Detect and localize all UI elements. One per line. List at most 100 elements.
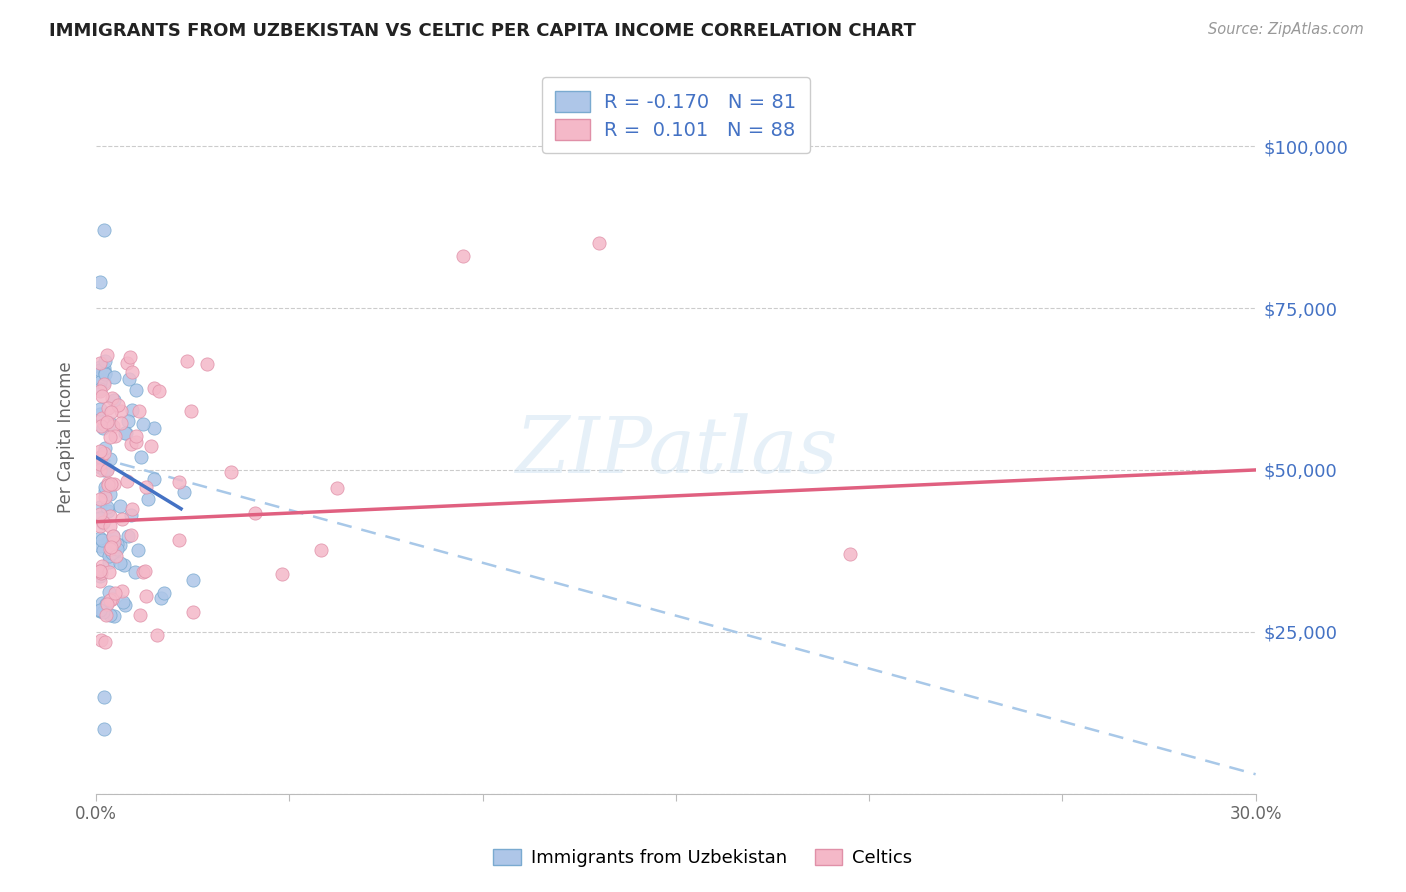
Point — [105, 549, 128, 564]
Point — [89, 605, 111, 619]
Point — [93, 690, 115, 704]
Y-axis label: Per Capita Income: Per Capita Income — [58, 362, 75, 514]
Text: Source: ZipAtlas.com: Source: ZipAtlas.com — [1208, 22, 1364, 37]
Point — [173, 485, 195, 500]
Point — [103, 608, 125, 623]
Point — [93, 417, 115, 431]
Point — [97, 585, 120, 599]
Point — [98, 430, 121, 444]
Point — [117, 529, 139, 543]
Text: IMMIGRANTS FROM UZBEKISTAN VS CELTIC PER CAPITA INCOME CORRELATION CHART: IMMIGRANTS FROM UZBEKISTAN VS CELTIC PER… — [49, 22, 917, 40]
Point — [93, 376, 115, 391]
Point — [89, 519, 111, 533]
Point — [103, 546, 125, 560]
Point — [176, 354, 198, 368]
Point — [93, 375, 115, 389]
Point — [94, 483, 117, 498]
Point — [94, 442, 117, 456]
Point — [271, 567, 294, 582]
Point — [89, 407, 111, 421]
Point — [89, 492, 111, 507]
Point — [128, 404, 150, 418]
Point — [89, 603, 111, 617]
Point — [97, 401, 120, 416]
Point — [104, 429, 127, 443]
Point — [180, 404, 202, 418]
Point — [167, 533, 190, 547]
Point — [115, 356, 138, 370]
Point — [143, 472, 166, 486]
Point — [107, 398, 129, 412]
Point — [167, 475, 190, 489]
Point — [98, 452, 121, 467]
Point — [125, 383, 148, 397]
Point — [93, 446, 115, 460]
Point — [108, 538, 131, 552]
Point — [111, 512, 134, 526]
Point — [89, 539, 111, 553]
Point — [89, 362, 111, 376]
Point — [94, 354, 117, 368]
Point — [89, 401, 111, 416]
Point — [94, 479, 117, 493]
Point — [89, 564, 111, 578]
Point — [91, 516, 114, 531]
Point — [100, 540, 122, 554]
Point — [105, 542, 128, 557]
Point — [121, 502, 143, 516]
Point — [90, 559, 112, 574]
Point — [96, 463, 118, 477]
Point — [120, 528, 142, 542]
Point — [89, 463, 111, 477]
Point — [121, 508, 143, 522]
Point — [145, 628, 167, 642]
Point — [115, 425, 138, 440]
Point — [89, 569, 111, 583]
Point — [94, 597, 117, 611]
Point — [117, 474, 139, 488]
Point — [124, 565, 146, 579]
Point — [93, 361, 115, 376]
Point — [111, 595, 134, 609]
Point — [135, 589, 157, 603]
Point — [108, 499, 131, 513]
Point — [111, 584, 134, 599]
Point — [97, 549, 120, 564]
Point — [98, 518, 121, 533]
Point — [128, 607, 150, 622]
Point — [98, 509, 121, 524]
Point — [101, 546, 124, 560]
Point — [103, 534, 125, 549]
Point — [89, 370, 111, 384]
Point — [89, 500, 111, 515]
Point — [100, 476, 122, 491]
Point — [134, 564, 156, 578]
Point — [89, 564, 111, 578]
Point — [148, 384, 170, 398]
Point — [98, 607, 121, 622]
Point — [96, 461, 118, 475]
Legend: R = -0.170   N = 81, R =  0.101   N = 88: R = -0.170 N = 81, R = 0.101 N = 88 — [541, 77, 810, 153]
Point — [90, 632, 112, 647]
Point — [89, 457, 111, 471]
Point — [101, 529, 124, 543]
Point — [93, 463, 115, 477]
Point — [588, 236, 610, 251]
Point — [89, 275, 111, 289]
Point — [93, 543, 115, 558]
Point — [142, 421, 165, 435]
Point — [93, 635, 115, 649]
Point — [121, 403, 143, 417]
Point — [89, 359, 111, 374]
Point — [114, 598, 136, 612]
Point — [110, 403, 132, 417]
Text: ZIPatlas: ZIPatlas — [515, 414, 837, 490]
Point — [124, 429, 146, 443]
Point — [89, 382, 111, 396]
Point — [104, 586, 127, 600]
Point — [93, 223, 115, 237]
Point — [97, 504, 120, 518]
Point — [153, 585, 176, 599]
Point — [96, 500, 118, 514]
Point — [101, 529, 124, 543]
